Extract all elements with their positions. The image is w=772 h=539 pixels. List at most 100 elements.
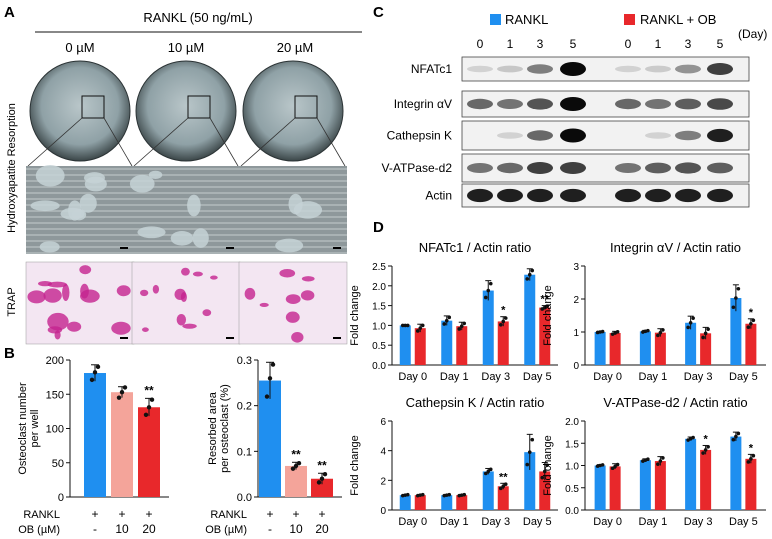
significance-mark: ** [317,458,327,472]
blot-band [675,98,701,110]
bar [685,438,697,510]
blot-band [615,65,641,73]
y-tick-label: 0 [573,361,579,372]
zoom-box [294,95,318,119]
data-point [322,471,328,477]
trap-stain [47,312,69,331]
data-point [503,316,508,320]
blot-band [675,64,701,74]
ob-row-label-1: OB (µM) [18,524,60,536]
bar [539,307,551,365]
culture-dish [135,60,237,162]
chart-title: Integrin αV / Actin ratio [610,240,741,255]
data-point [488,281,493,286]
x-tick-label: Day 3 [481,371,510,383]
data-point [540,475,545,480]
blot-band [615,163,641,173]
data-point [691,435,695,440]
blot-band [645,65,671,73]
trap-stain [291,331,304,343]
data-point [457,327,462,331]
x-tick-label: Day 1 [639,516,668,528]
trap-stain [43,288,62,303]
dose-label-0: 0 µM [65,40,94,55]
rankl-header: RANKL (50 ng/mL) [143,10,252,25]
day-label: 3 [537,37,544,51]
protein-label: V-ATPase-d2 [382,161,453,175]
data-point [270,362,276,367]
zoom-line [240,117,296,167]
blot-band [707,162,733,174]
bar [138,407,160,497]
bar [700,449,712,510]
bar [441,320,453,365]
zoom-box [187,95,211,119]
trap-stain [141,327,149,332]
resorption-pit [35,165,65,187]
ob-value: 10 [115,522,129,536]
significance-mark: ** [291,447,301,461]
data-point [316,480,322,485]
y-axis-label: Fold change [349,285,361,346]
data-point [122,385,128,390]
day-label: 5 [717,37,724,51]
blot-band [560,128,586,143]
chart-title: NFATc1 / Actin ratio [419,240,531,255]
resorption-pit [60,207,85,220]
blot-band [497,65,523,73]
data-point [459,324,464,328]
data-point [488,467,493,472]
x-tick-label: Day 3 [684,371,713,383]
zoom-box [81,95,105,119]
data-point [462,492,467,497]
data-point [661,328,665,332]
panel-label-a: A [4,4,15,21]
trap-stain [140,289,149,297]
trap-stain [244,287,256,300]
blot-band [675,130,701,141]
data-point [658,330,663,335]
trap-stain [300,290,315,301]
bar [639,460,651,510]
x-tick-label: Day 0 [593,371,622,383]
data-point [751,318,756,323]
blot-band [560,188,586,203]
data-point [92,370,98,375]
data-point [527,272,532,277]
rankl-row-label-2: RANKL [210,509,247,521]
bar [414,328,426,365]
resorption-pit [275,238,304,253]
y-tick-label: 0.0 [565,506,579,517]
data-point [486,288,491,293]
significance-mark: * [749,307,754,319]
data-point [615,330,620,334]
data-point [267,376,273,381]
ob-value: - [268,522,272,536]
data-point [658,459,663,463]
resorption-pit [39,241,60,253]
trap-stain [79,265,92,275]
bar [594,465,606,510]
resorption-images [25,60,348,345]
cathepsin-chart: Cathepsin K / Actin ratio Fold change 0 2 4 6… [349,395,558,528]
data-point [545,304,550,308]
y-tick-label: 200 [46,355,64,367]
culture-dish [242,60,344,162]
data-point [646,457,650,462]
trap-stain [285,311,300,323]
blot-band [645,162,671,174]
data-point [89,377,95,383]
data-point [600,329,605,334]
y-tick-label: 0.1 [237,446,252,458]
zoom-line [209,117,239,167]
data-point [686,325,690,330]
resorption-pit [79,193,97,213]
data-point [736,286,741,291]
bar [745,323,757,365]
y-tick-label: 2.5 [372,262,386,273]
trap-stain [152,284,160,294]
bar [497,486,509,510]
bar [654,461,666,510]
y-tick-label: 0.3 [237,355,252,367]
data-point [545,463,550,468]
